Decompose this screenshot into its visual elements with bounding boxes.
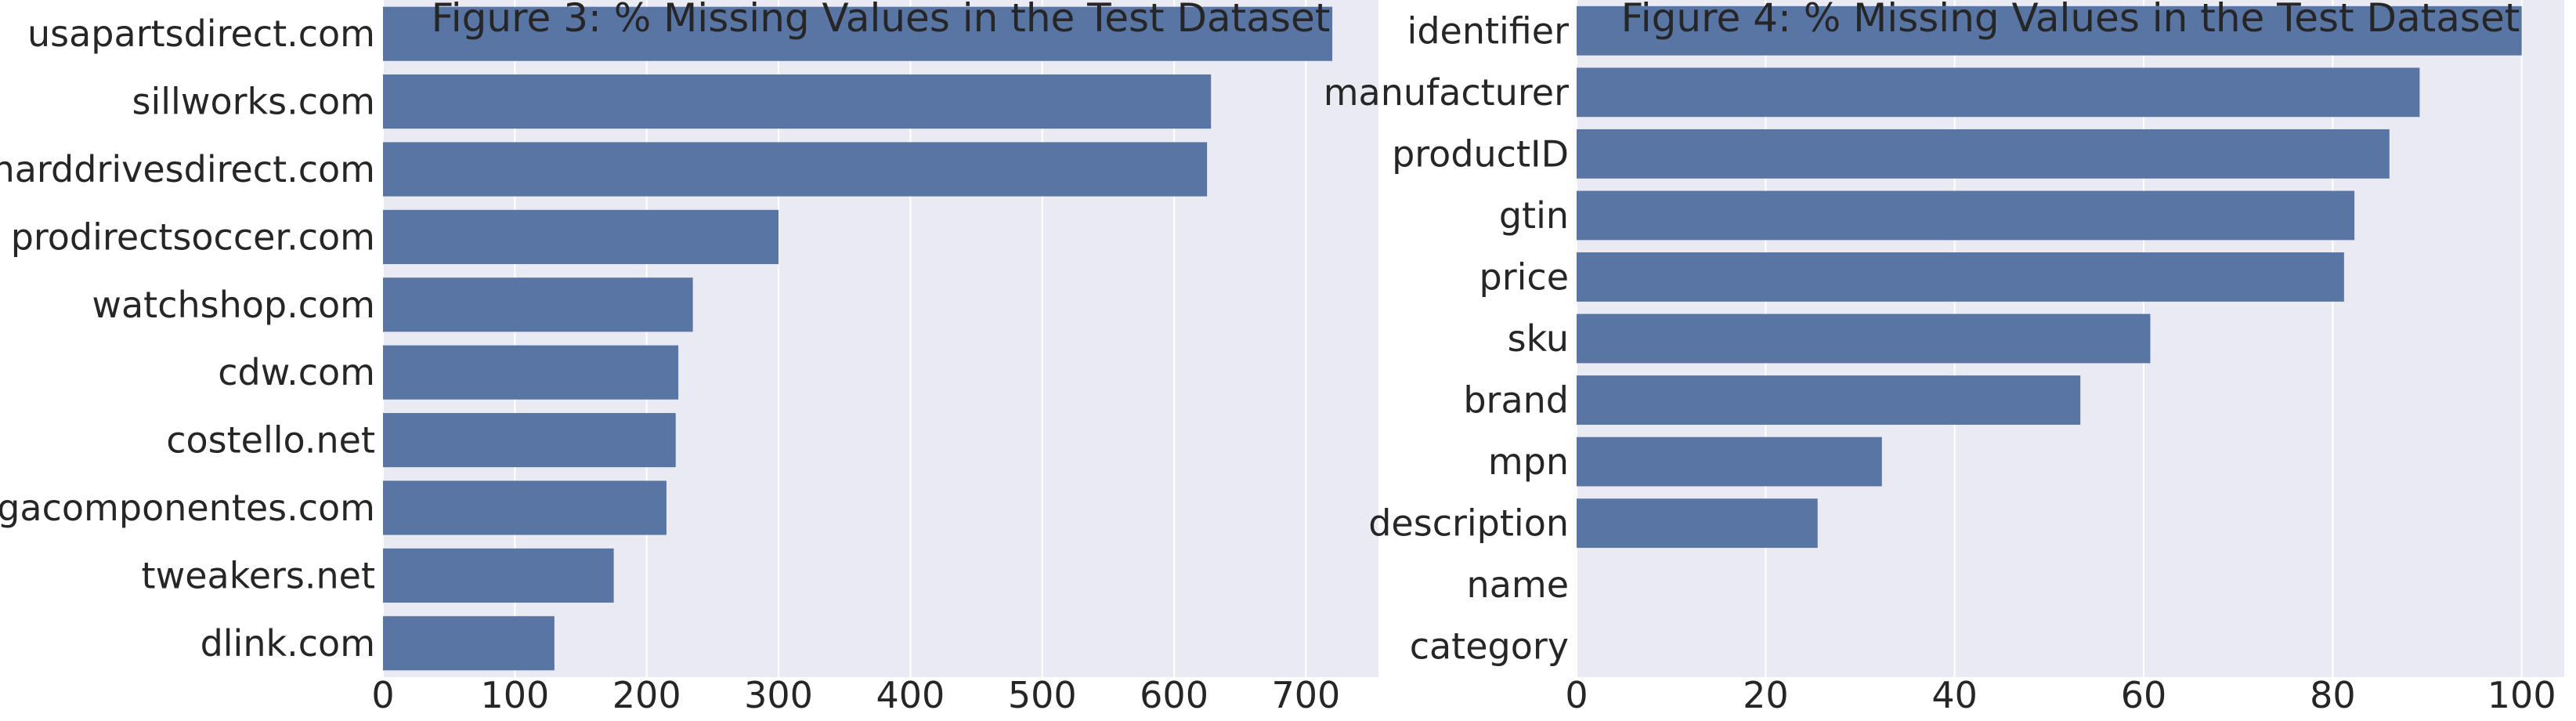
bar [383, 209, 779, 264]
x-tick-label: 60 [2121, 674, 2167, 716]
x-tick-label: 20 [1743, 674, 1789, 716]
x-tick-label: 40 [1931, 674, 1978, 716]
y-tick-label: sillworks.com [132, 81, 375, 123]
x-tick-label: 200 [612, 674, 681, 716]
y-tick-label: harddrivesdirect.com [0, 148, 375, 190]
bar [1577, 67, 2420, 118]
bar [1577, 129, 2390, 179]
chart-title: Figure 3: % Missing Values in the Test D… [432, 0, 1331, 41]
y-tick-label: sku [1508, 317, 1569, 360]
bar [383, 616, 555, 671]
y-tick-label: category [1410, 625, 1569, 668]
y-tick-label: brand [1463, 379, 1569, 422]
y-tick-label: description [1368, 502, 1569, 545]
y-tick-label: costello.net [166, 419, 375, 462]
y-tick-label: productID [1392, 132, 1569, 175]
x-tick-label: 400 [876, 674, 945, 716]
bar [1577, 190, 2355, 241]
bar [383, 480, 667, 535]
y-tick-label: price [1479, 255, 1569, 298]
x-tick-label: 100 [480, 674, 549, 716]
x-tick-label: 80 [2310, 674, 2356, 716]
x-tick-label: 300 [744, 674, 813, 716]
bar [383, 413, 676, 468]
bar [383, 74, 1212, 129]
x-tick-label: 0 [1565, 674, 1588, 716]
y-tick-label: gtin [1499, 194, 1569, 237]
bar [1577, 313, 2151, 364]
y-tick-label: manufacturer [1324, 71, 1569, 114]
y-tick-label: tweakers.net [142, 554, 375, 596]
y-tick-label: dlink.com [201, 622, 375, 665]
x-tick-label: 0 [371, 674, 394, 716]
y-tick-label: prodirectsoccer.com [11, 216, 375, 258]
bar [383, 142, 1208, 197]
bar [1577, 252, 2344, 302]
x-tick-label: 100 [2487, 674, 2556, 716]
chart-title: Figure 4: % Missing Values in the Test D… [1621, 0, 2520, 41]
bar [1577, 498, 1818, 549]
bar [383, 6, 1333, 61]
bar [1577, 437, 1882, 487]
y-tick-label: watchshop.com [92, 284, 375, 326]
chart-2: 0 20 40 60 80 100 identifier manufacturer produc… [1324, 0, 2564, 716]
bar [1577, 5, 2522, 56]
chart-1: 0 100 200 300 400 500 600 700 usapartsdirect.com… [0, 0, 1378, 716]
bar [383, 345, 679, 400]
x-tick-label: 600 [1140, 674, 1209, 716]
y-tick-label: name [1467, 563, 1569, 606]
y-tick-label: identifier [1407, 9, 1570, 52]
y-tick-label: mpn [1488, 440, 1569, 483]
bar [383, 548, 614, 603]
y-tick-label: megacomponentes.com [0, 487, 375, 529]
bar [1577, 375, 2081, 425]
x-tick-label: 500 [1008, 674, 1077, 716]
bar [383, 277, 693, 332]
y-tick-label: cdw.com [218, 351, 375, 393]
x-tick-label: 700 [1272, 674, 1341, 716]
y-tick-label: usapartsdirect.com [27, 13, 375, 55]
